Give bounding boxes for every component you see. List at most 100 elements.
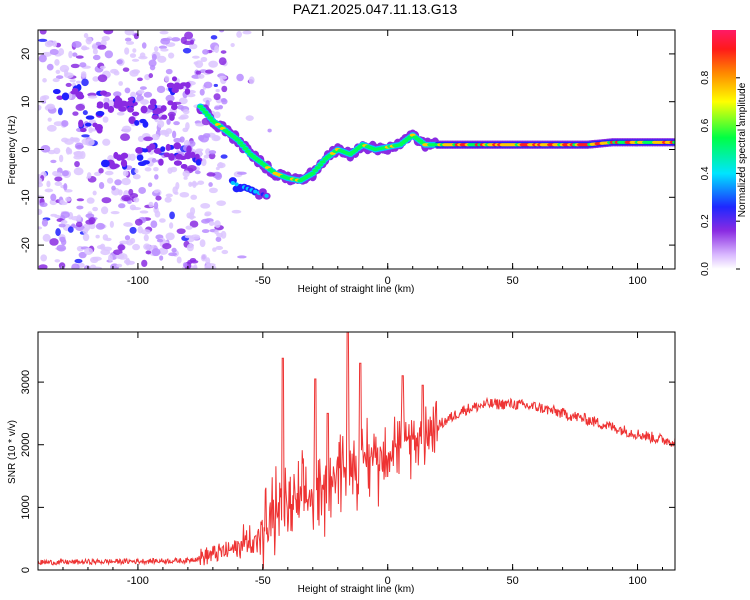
- heatmap-noise-blob: [245, 115, 254, 122]
- heatmap-noise-blob: [121, 177, 131, 186]
- heatmap-noise-blob: [203, 133, 211, 139]
- bottom-y-tick-label: 2000: [20, 432, 32, 456]
- heatmap-noise-blob: [55, 228, 61, 237]
- heatmap-noise-blob: [171, 247, 177, 253]
- heatmap-noise-blob: [150, 220, 158, 229]
- heatmap-noise-blob: [113, 249, 123, 255]
- heatmap-noise-blob: [58, 223, 66, 228]
- heatmap-noise-blob: [216, 200, 227, 207]
- heatmap-cluster-blob: [147, 104, 156, 110]
- top-y-tick-label: 0: [20, 146, 32, 152]
- heatmap-noise-blob: [125, 257, 131, 266]
- heatmap-noise-blob: [76, 214, 82, 222]
- heatmap-noise-blob: [213, 93, 221, 101]
- heatmap-noise-blob: [148, 73, 154, 79]
- ridge-core: [239, 144, 246, 148]
- heatmap-cluster-blob: [135, 147, 144, 154]
- heatmap-noise-blob: [63, 183, 68, 191]
- heatmap-noise-blob: [215, 88, 220, 93]
- heatmap-cluster-blob: [142, 148, 148, 153]
- heatmap-noise-blob: [220, 154, 228, 159]
- heatmap-noise-blob: [92, 76, 100, 82]
- heatmap-noise-blob: [200, 203, 211, 209]
- heatmap-noise-blob: [132, 48, 137, 53]
- heatmap-noise-blob: [208, 152, 216, 160]
- heatmap-noise-blob: [182, 47, 192, 54]
- heatmap-noise-blob: [95, 234, 100, 239]
- heatmap-noise-blob: [169, 211, 175, 220]
- heatmap-noise-blob: [242, 30, 252, 35]
- heatmap-noise-blob: [60, 211, 70, 219]
- heatmap-noise-blob: [103, 30, 114, 35]
- heatmap-noise-blob: [131, 69, 141, 74]
- heatmap-noise-blob: [153, 201, 159, 210]
- heatmap-noise-blob: [205, 148, 211, 156]
- heatmap-noise-blob: [82, 110, 88, 116]
- heatmap-noise-blob: [68, 149, 73, 155]
- heatmap-noise-blob: [97, 74, 108, 83]
- top-x-tick-label: -100: [127, 275, 149, 287]
- heatmap-noise-blob: [117, 244, 126, 251]
- heatmap-noise-blob: [88, 217, 96, 225]
- heatmap-noise-blob: [73, 155, 83, 160]
- heatmap-noise-blob: [173, 121, 180, 126]
- heatmap-noise-blob: [83, 33, 89, 39]
- colorbar-tick-label: 0.2: [700, 214, 711, 228]
- heatmap-noise-blob: [201, 229, 210, 234]
- heatmap-noise-blob: [73, 167, 84, 176]
- heatmap-noise-blob: [148, 201, 154, 208]
- heatmap-noise-blob: [38, 208, 43, 216]
- heatmap-noise-blob: [64, 72, 74, 79]
- heatmap-cluster-blob: [131, 111, 140, 116]
- heatmap-noise-blob: [144, 167, 152, 172]
- heatmap-noise-blob: [214, 229, 219, 235]
- colorbar-tick-label: 0.0: [700, 262, 711, 276]
- heatmap-noise-blob: [129, 53, 137, 58]
- heatmap-noise-blob: [56, 244, 67, 252]
- heatmap-noise-blob: [164, 75, 170, 82]
- heatmap-cluster-blob: [173, 143, 181, 149]
- heatmap-noise-blob: [81, 45, 88, 51]
- heatmap-noise-blob: [49, 48, 59, 56]
- heatmap-noise-blob: [65, 196, 72, 202]
- heatmap-noise-blob: [60, 220, 68, 225]
- heatmap-noise-blob: [118, 203, 126, 209]
- colorbar-title: Normalized spectral amplitude: [737, 82, 748, 217]
- heatmap-cluster-blob: [149, 98, 157, 106]
- heatmap-noise-blob: [218, 75, 228, 80]
- heatmap-cluster-blob: [173, 160, 183, 166]
- heatmap-noise-blob: [186, 243, 194, 252]
- heatmap-noise-blob: [82, 233, 90, 242]
- heatmap-noise-blob: [217, 161, 224, 169]
- heatmap-cluster-blob: [195, 159, 202, 166]
- heatmap-noise-blob: [190, 39, 195, 45]
- heatmap-noise-blob: [92, 256, 102, 261]
- heatmap-noise-blob: [174, 191, 179, 195]
- heatmap-noise-blob: [129, 226, 137, 234]
- heatmap-noise-blob: [215, 245, 224, 251]
- heatmap-noise-blob: [38, 38, 48, 42]
- heatmap-noise-blob: [54, 176, 63, 182]
- heatmap-noise-blob: [151, 158, 157, 163]
- heatmap-noise-blob: [55, 69, 61, 74]
- heatmap-noise-blob: [124, 47, 130, 55]
- heatmap-noise-blob: [46, 103, 56, 110]
- heatmap-cluster-blob: [153, 147, 163, 155]
- heatmap-noise-blob: [54, 181, 63, 186]
- heatmap-cluster-blob: [184, 81, 191, 89]
- bottom-x-tick-label: -50: [255, 575, 271, 587]
- heatmap-noise-blob: [59, 64, 70, 73]
- heatmap-noise-blob: [120, 133, 131, 142]
- heatmap-noise-blob: [116, 263, 123, 268]
- ridge-core: [309, 171, 316, 175]
- heatmap-noise-blob: [54, 59, 60, 66]
- heatmap-cluster-blob: [160, 105, 167, 112]
- heatmap-noise-blob: [49, 238, 59, 246]
- heatmap-cluster-blob: [107, 105, 115, 113]
- heatmap-cluster-blob: [151, 114, 159, 120]
- heatmap-noise-blob: [108, 254, 113, 262]
- heatmap-noise-blob: [92, 206, 99, 212]
- heatmap-noise-blob: [76, 205, 84, 210]
- heatmap-noise-blob: [178, 97, 188, 105]
